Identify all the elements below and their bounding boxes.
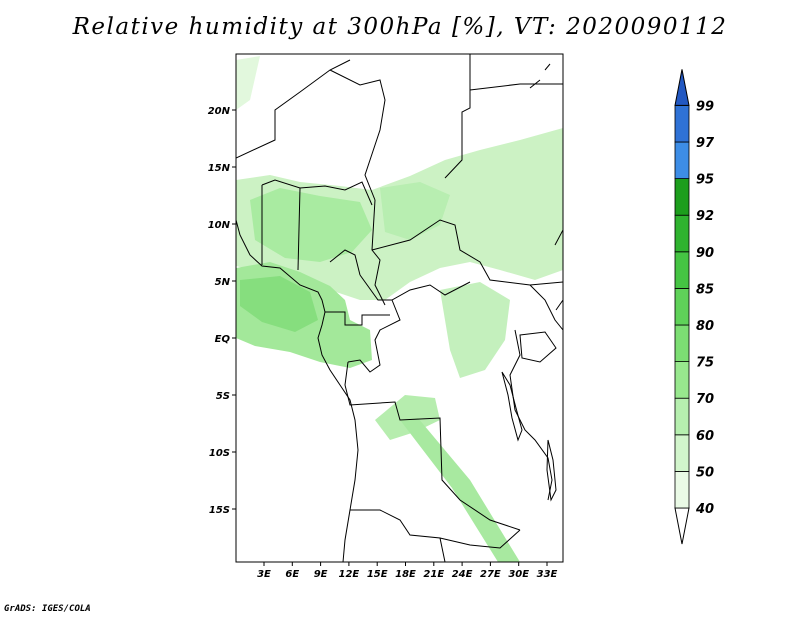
humidity-field bbox=[236, 56, 563, 562]
lat-tick-label: 20N bbox=[208, 106, 231, 117]
colorbar-label: 75 bbox=[696, 356, 714, 371]
lon-tick-label: 9E bbox=[314, 569, 328, 580]
lat-tick-label: 10N bbox=[208, 220, 231, 231]
humidity-streak bbox=[400, 418, 520, 562]
colorbar-label: 85 bbox=[696, 282, 714, 297]
colorbar-label: 70 bbox=[696, 392, 714, 407]
colorbar-label: 97 bbox=[696, 136, 715, 151]
lat-tick-label: 15N bbox=[208, 163, 231, 174]
colorbar-segment bbox=[674, 251, 690, 289]
lon-tick-label: 21E bbox=[423, 569, 444, 580]
lat-tick-label: 5S bbox=[216, 391, 230, 402]
colorbar-segment bbox=[674, 214, 690, 253]
colorbar-segment bbox=[674, 397, 690, 436]
lat-tick-label: 5N bbox=[215, 277, 231, 288]
humidity-angola bbox=[375, 395, 440, 440]
lat-tick-label: 15S bbox=[209, 505, 230, 516]
colorbar-segment bbox=[674, 361, 690, 399]
border-angola-zambia bbox=[350, 509, 521, 562]
colorbar-label: 60 bbox=[696, 429, 714, 444]
colorbar-label: 50 bbox=[696, 465, 714, 480]
colorbar-over-triangle bbox=[674, 69, 690, 106]
map-frame bbox=[235, 53, 564, 563]
colorbar-segment bbox=[674, 434, 690, 472]
colorbar-segment bbox=[674, 105, 690, 143]
humidity-core-nigeria bbox=[250, 188, 372, 262]
map-boundaries bbox=[236, 54, 563, 562]
lon-tick-label: 30E bbox=[508, 569, 529, 580]
lon-tick-label: 6E bbox=[285, 569, 299, 580]
lon-tick-label: 3E bbox=[257, 569, 271, 580]
lon-tick-label: 12E bbox=[339, 569, 360, 580]
lon-tick-label: 15E bbox=[367, 569, 388, 580]
lake-victoria bbox=[519, 331, 557, 363]
colorbar-label: 99 bbox=[696, 99, 714, 114]
coastline-east bbox=[529, 63, 563, 311]
longitude-axis: 3E 6E 9E 12E 15E 18E 21E 24E 27E 30E 33E bbox=[257, 562, 558, 580]
border-cameroon-car bbox=[347, 274, 471, 373]
border-nigeria bbox=[261, 179, 373, 276]
colorbar-label: 95 bbox=[696, 173, 714, 188]
lon-tick-label: 24E bbox=[452, 569, 473, 580]
colorbar-segment bbox=[674, 287, 690, 326]
colorbar-under-triangle bbox=[674, 507, 690, 545]
lat-tick-label: EQ bbox=[215, 334, 231, 345]
colorbar-segment bbox=[674, 141, 690, 179]
colorbar-segment bbox=[674, 324, 690, 362]
chart-title: Relative humidity at 300hPa [%], VT: 202… bbox=[72, 14, 728, 40]
coastline-west bbox=[236, 219, 359, 562]
humidity-central bbox=[440, 282, 510, 378]
lon-tick-label: 27E bbox=[480, 569, 501, 580]
colorbar-segment bbox=[674, 178, 690, 216]
border-libya-egypt bbox=[444, 54, 563, 179]
lon-tick-label: 18E bbox=[395, 569, 416, 580]
colorbar-label: 40 bbox=[695, 502, 714, 517]
border-east bbox=[509, 284, 563, 501]
lake-malawi bbox=[546, 439, 557, 502]
humidity-core-gulf bbox=[240, 276, 318, 332]
latitude-axis: 20N 15N 10N 5N EQ 5S 10S 15S bbox=[208, 106, 236, 516]
colorbar-label: 90 bbox=[696, 246, 714, 261]
humidity-nw bbox=[236, 56, 260, 110]
lake-tanganyika bbox=[501, 371, 523, 442]
lat-tick-label: 10S bbox=[209, 448, 230, 459]
border-congo bbox=[325, 311, 521, 531]
border-sahara bbox=[236, 59, 386, 201]
colorbar: 40 50 60 70 75 80 85 90 92 95 97 99 bbox=[674, 69, 715, 545]
lon-tick-label: 33E bbox=[537, 569, 558, 580]
border-chad bbox=[371, 199, 563, 306]
colorbar-segment bbox=[674, 470, 690, 509]
colorbar-label: 80 bbox=[696, 319, 714, 334]
colorbar-label: 92 bbox=[696, 209, 714, 224]
grads-credit: GrADS: IGES/COLA bbox=[4, 604, 91, 614]
